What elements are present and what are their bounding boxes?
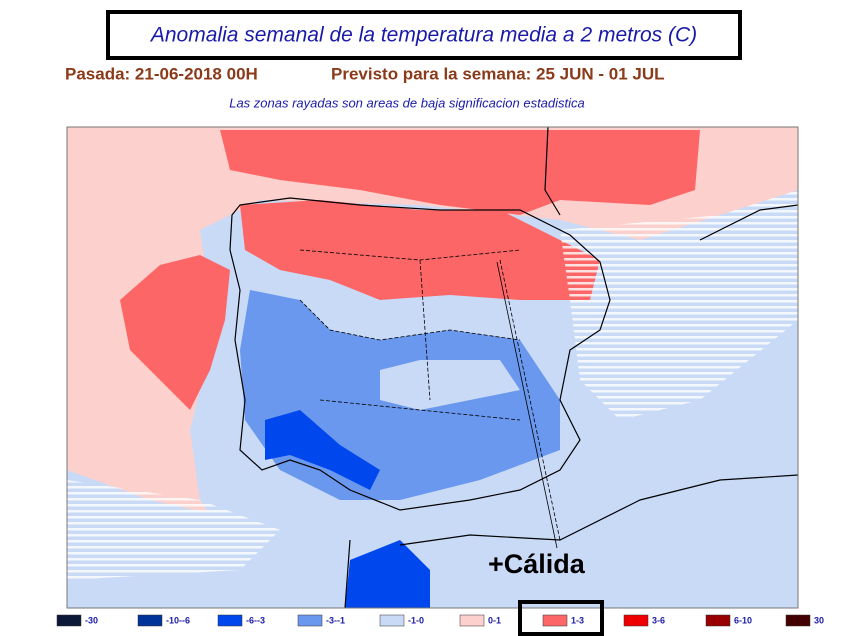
region-border bbox=[299, 249, 561, 541]
warm-zone bbox=[240, 200, 600, 300]
legend-label: -30 bbox=[85, 615, 98, 625]
annotation: +Cálida bbox=[488, 549, 586, 579]
cool-zone bbox=[67, 470, 798, 608]
legend-swatch bbox=[56, 614, 82, 627]
legend-label: -10--6 bbox=[166, 615, 190, 625]
forecast-week: Previsto para la semana: 25 JUN - 01 JUL bbox=[331, 64, 665, 83]
title-box bbox=[106, 10, 742, 60]
cold-zone bbox=[265, 410, 380, 490]
legend-swatch bbox=[459, 614, 485, 627]
legend-swatch bbox=[217, 614, 243, 627]
title: Anomalia semanal de la temperatura media… bbox=[149, 24, 697, 47]
cool-zone bbox=[380, 360, 520, 410]
warm-zone bbox=[120, 255, 230, 410]
legend-label: -1-0 bbox=[408, 615, 424, 625]
legend-label: 6-10 bbox=[734, 615, 752, 625]
note: Las zonas rayadas son areas de baja sign… bbox=[229, 95, 585, 110]
legend-swatch bbox=[785, 614, 811, 627]
pointer-line bbox=[496, 261, 558, 549]
legend: -30 -10--6 -6--3 -3--1 -1-0 0-1 1-3 3-6 6-10 30 bbox=[56, 614, 824, 627]
legend-label: -3--1 bbox=[326, 615, 345, 625]
legend-swatch bbox=[137, 614, 163, 627]
legend-swatch bbox=[542, 614, 568, 627]
legend-label: 1-3 bbox=[571, 615, 584, 625]
legend-label: 30 bbox=[814, 615, 824, 625]
legend-label: -6--3 bbox=[246, 615, 265, 625]
legend-swatch bbox=[297, 614, 323, 627]
run-date: Pasada: 21-06-2018 00H bbox=[65, 64, 258, 83]
legend-swatch bbox=[705, 614, 731, 627]
coastline bbox=[229, 197, 611, 511]
legend-highlight bbox=[518, 600, 604, 636]
map bbox=[67, 127, 798, 608]
legend-swatch bbox=[623, 614, 649, 627]
coastline bbox=[344, 127, 798, 608]
hatched-zone bbox=[67, 480, 280, 580]
hatched-zone bbox=[560, 190, 798, 420]
legend-swatch bbox=[379, 614, 405, 627]
cold-zone bbox=[345, 540, 430, 608]
warm-zone bbox=[220, 130, 700, 215]
legend-label: 3-6 bbox=[652, 615, 665, 625]
legend-label: 0-1 bbox=[488, 615, 501, 625]
map-frame bbox=[66, 126, 799, 609]
